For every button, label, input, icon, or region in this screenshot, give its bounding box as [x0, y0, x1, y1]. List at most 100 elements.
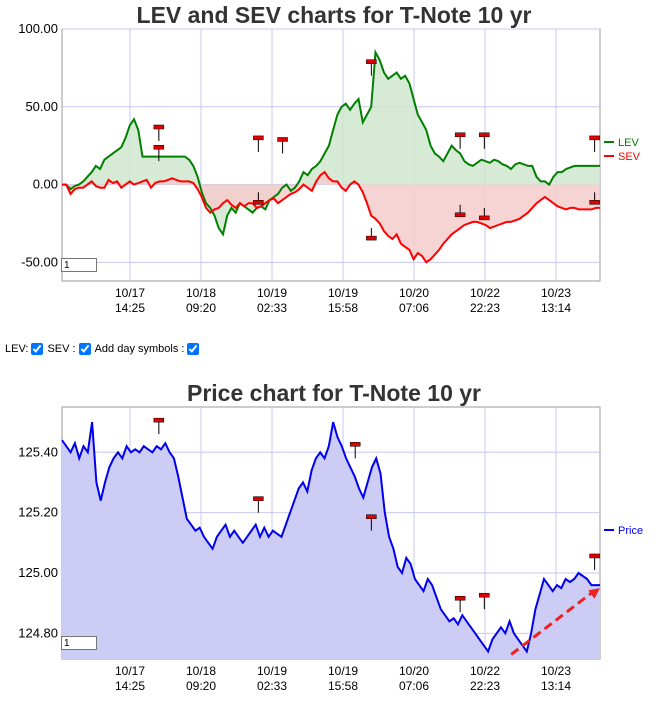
day-marker — [277, 137, 288, 154]
lev-checkbox[interactable] — [31, 343, 44, 355]
x-tick-label-date: 10/22 — [470, 286, 500, 300]
x-tick-label-date: 10/18 — [186, 664, 216, 678]
marker-flag — [589, 200, 600, 205]
trend-arrow-line — [510, 589, 595, 656]
day-marker — [589, 553, 600, 570]
marker-flag — [253, 496, 264, 501]
day-marker — [366, 514, 377, 531]
x-tick-label-time: 09:20 — [186, 679, 216, 693]
marker-flag — [589, 553, 600, 559]
marker-flag — [349, 442, 361, 447]
marker-flag — [153, 417, 165, 423]
day-marker — [454, 595, 466, 613]
x-tick-label-date: 10/19 — [328, 664, 358, 678]
series-fill-sev — [62, 172, 600, 263]
y-tick-label: 100.00 — [18, 21, 58, 36]
y-tick-label: 0.00 — [33, 177, 58, 192]
legend-label: LEV — [618, 137, 639, 149]
series-line-lev — [62, 48, 600, 237]
marker-flag — [454, 595, 466, 601]
y-tick-label: 125.00 — [18, 565, 58, 580]
x-tick-label-date: 10/18 — [186, 286, 216, 300]
marker-flag — [479, 215, 490, 221]
x-tick-label-date: 10/22 — [470, 664, 500, 678]
trend-arrow-head — [588, 588, 600, 599]
day-marker — [454, 132, 466, 149]
x-tick-label-time: 13:14 — [541, 679, 571, 693]
series-line-sev — [62, 170, 600, 264]
day-marker — [349, 442, 361, 459]
day-symbols-label: Add day symbols : — [94, 343, 185, 355]
y-tick-label: 125.40 — [18, 444, 58, 459]
marker-flag — [366, 235, 377, 241]
x-tick-label-date: 10/23 — [541, 664, 571, 678]
y-tick-label: 124.80 — [18, 625, 58, 640]
x-tick-label-time: 02:33 — [257, 679, 287, 693]
marker-flag — [253, 135, 264, 141]
marker-flag — [589, 135, 600, 141]
x-tick-label-date: 10/17 — [115, 286, 145, 300]
x-tick-label-time: 22:23 — [470, 301, 500, 315]
day-marker — [479, 132, 490, 149]
x-tick-label-time: 02:33 — [257, 301, 287, 315]
price-scale-input[interactable] — [61, 636, 97, 650]
x-tick-label-date: 10/19 — [257, 286, 287, 300]
price-chart-title: Price chart for T-Note 10 yr — [187, 380, 481, 406]
series-line-price — [61, 421, 600, 654]
legend-label: SEV — [618, 151, 641, 163]
lev-sev-chart-title: LEV and SEV charts for T-Note 10 yr — [136, 2, 532, 28]
x-tick-label-time: 14:25 — [115, 679, 145, 693]
day-marker — [454, 204, 466, 218]
x-tick-label-date: 10/19 — [328, 286, 358, 300]
y-tick-label: 50.00 — [25, 99, 58, 114]
marker-flag — [366, 514, 377, 519]
day-marker — [153, 417, 165, 435]
x-tick-label-time: 13:14 — [541, 301, 571, 315]
day-marker — [479, 207, 490, 221]
x-tick-label-time: 15:58 — [328, 301, 358, 315]
day-marker — [253, 496, 264, 513]
x-tick-label-time: 09:20 — [186, 301, 216, 315]
lev-sev-chart: 10/1714:2510/1809:2010/1902:3310/1915:58… — [18, 21, 641, 315]
marker-flag — [253, 200, 264, 205]
x-tick-label-time: 14:25 — [115, 301, 145, 315]
legend-label: Price — [618, 525, 643, 537]
day-marker — [479, 592, 490, 610]
day-marker — [366, 228, 377, 241]
x-tick-label-time: 07:06 — [399, 679, 429, 693]
series-fill-lev — [62, 52, 600, 235]
sev-checkbox[interactable] — [78, 343, 91, 355]
x-tick-label-date: 10/17 — [115, 664, 145, 678]
x-tick-label-date: 10/20 — [399, 286, 429, 300]
marker-flag — [454, 132, 466, 138]
x-tick-label-time: 22:23 — [470, 679, 500, 693]
y-tick-label: -50.00 — [21, 254, 58, 269]
day-marker — [253, 135, 264, 152]
chart-controls: LEV: SEV : Add day symbols : — [5, 343, 201, 355]
x-tick-label-date: 10/19 — [257, 664, 287, 678]
day-marker — [366, 59, 377, 76]
marker-flag — [479, 132, 490, 138]
lev-toggle-label: LEV: — [5, 343, 29, 355]
x-tick-label-date: 10/23 — [541, 286, 571, 300]
series-fill-price — [62, 422, 600, 659]
marker-flag — [366, 59, 377, 64]
day-marker — [153, 144, 165, 162]
marker-flag — [277, 137, 288, 142]
marker-flag — [153, 124, 165, 130]
x-tick-label-time: 15:58 — [328, 679, 358, 693]
x-tick-label-date: 10/20 — [399, 664, 429, 678]
sev-toggle-label: SEV : — [47, 343, 76, 355]
y-tick-label: 125.20 — [18, 505, 58, 520]
x-tick-label-time: 07:06 — [399, 301, 429, 315]
marker-flag — [153, 144, 165, 150]
day-marker — [589, 135, 600, 152]
day-marker — [589, 192, 600, 205]
day-symbols-checkbox[interactable] — [187, 343, 200, 355]
lev-sev-scale-input[interactable] — [61, 258, 97, 272]
day-marker — [153, 124, 165, 141]
day-marker — [253, 192, 264, 205]
marker-flag — [479, 592, 490, 598]
marker-flag — [454, 212, 466, 218]
